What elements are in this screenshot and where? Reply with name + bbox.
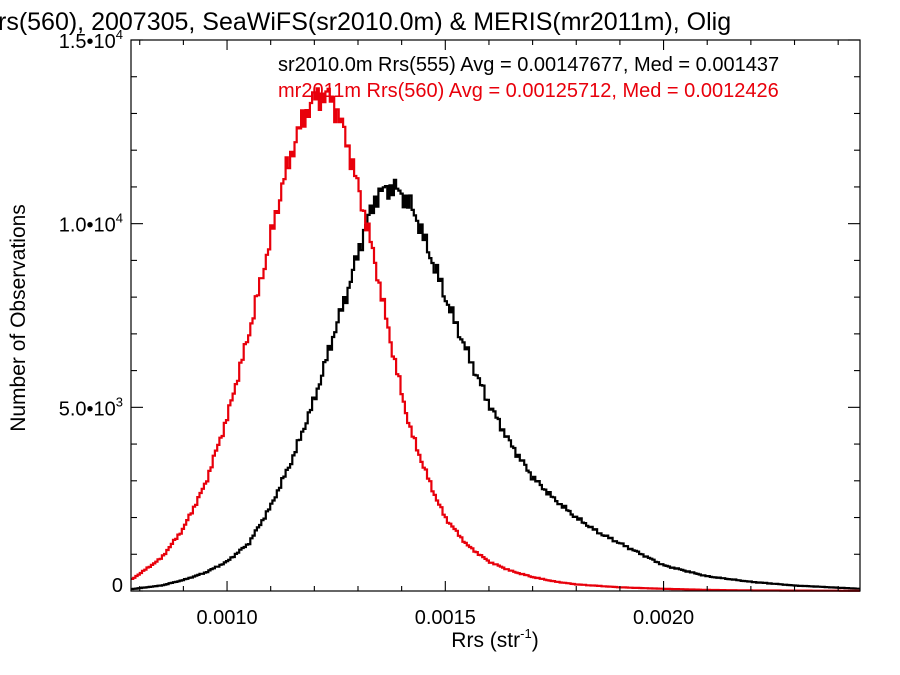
plot-frame <box>130 39 861 592</box>
x-axis-label-superscript: -1 <box>520 626 532 641</box>
x-axis-label-text: Rrs (str <box>451 629 520 652</box>
ticks-layer: 0.0010 0.0015 0.0020 0 5.0•103 1.0•104 1.5•104 <box>59 27 860 629</box>
series-line-0 <box>131 178 860 591</box>
x-tick-label: 0.0010 <box>196 607 257 629</box>
y-tick-label: 1.0•104 <box>59 211 123 237</box>
series-layer <box>131 87 860 592</box>
x-tick-label: 0.0020 <box>633 607 694 629</box>
x-axis-label: Rrs (str-1) <box>451 626 538 652</box>
y-tick-label: 0 <box>112 575 123 597</box>
series-line-1 <box>131 87 860 592</box>
x-tick-label: 0.0015 <box>415 607 476 629</box>
y-axis-label: Number of Observations <box>7 204 30 432</box>
chart-title: rs(560), 2007305, SeaWiFS(sr2010.0m) & M… <box>0 8 731 36</box>
legend-entry-red: mr2011m Rrs(560) Avg = 0.00125712, Med =… <box>278 80 779 102</box>
legend-entry-black: sr2010.0m Rrs(555) Avg = 0.00147677, Med… <box>278 54 779 76</box>
y-tick-label: 1.5•104 <box>59 27 123 53</box>
y-tick-label: 5.0•103 <box>59 394 123 420</box>
x-axis-label-close: ) <box>532 629 539 652</box>
